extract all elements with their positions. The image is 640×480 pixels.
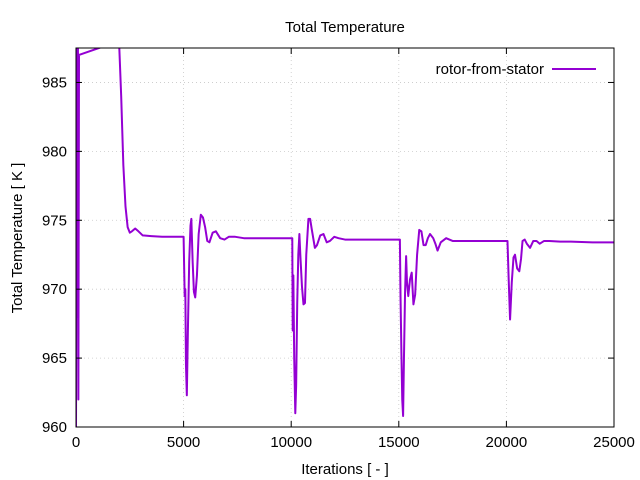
legend-entry-label: rotor-from-stator <box>436 61 544 78</box>
x-tick-label: 0 <box>72 434 80 451</box>
x-tick-label: 10000 <box>270 434 312 451</box>
y-tick-label: 965 <box>42 350 67 367</box>
x-tick-label: 5000 <box>167 434 200 451</box>
y-tick-label: 985 <box>42 74 67 91</box>
series-layer <box>76 48 614 427</box>
series-line-0 <box>76 48 614 427</box>
y-tick-labels: 960 965 970 975 980 985 <box>42 74 67 436</box>
y-tick-label: 980 <box>42 143 67 160</box>
tick-marks <box>75 48 615 428</box>
y-tick-label: 970 <box>42 281 67 298</box>
grid-lines <box>76 48 614 427</box>
y-axis-label: Total Temperature [ K ] <box>9 163 26 314</box>
y-tick-label: 975 <box>42 212 67 229</box>
chart-title: Total Temperature <box>285 19 405 36</box>
x-tick-labels: 0 5000 10000 15000 20000 25000 <box>72 434 635 451</box>
x-axis-label: Iterations [ - ] <box>301 461 389 478</box>
x-tick-label: 15000 <box>378 434 420 451</box>
y-tick-label: 960 <box>42 419 67 436</box>
x-tick-label: 20000 <box>486 434 528 451</box>
x-tick-label: 25000 <box>593 434 635 451</box>
legend: rotor-from-stator <box>436 61 596 78</box>
plot-frame <box>75 47 615 428</box>
